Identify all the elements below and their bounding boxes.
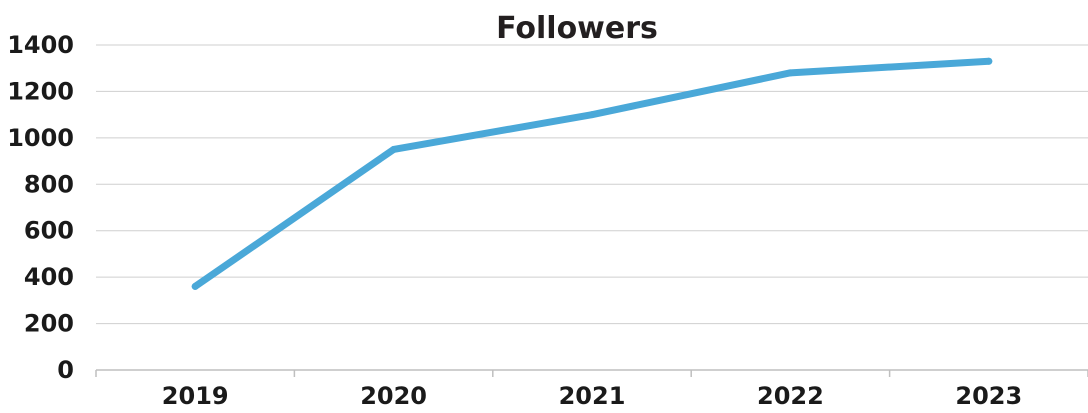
series-line [191, 57, 993, 290]
data-point [786, 69, 794, 77]
gridlines [96, 44, 1088, 325]
y-tick-label: 200 [24, 310, 74, 338]
data-point [588, 111, 596, 119]
x-axis: 2019 2020 2021 2022 2023 [95, 369, 1088, 410]
y-tick-label: 400 [24, 263, 74, 291]
chart-title: Followers [496, 11, 658, 46]
x-tick-label: 2022 [757, 382, 824, 409]
y-tick-label: 1000 [7, 124, 74, 152]
y-tick-label: 600 [24, 217, 74, 245]
x-tick-label: 2021 [559, 382, 626, 409]
data-point [985, 57, 993, 65]
data-point [191, 282, 199, 290]
series-layer [191, 57, 993, 290]
x-tick-label: 2023 [955, 382, 1022, 409]
y-tick-label: 1200 [7, 77, 74, 105]
x-tick-label: 2019 [162, 382, 229, 409]
data-point [390, 145, 398, 153]
x-tick-label: 2020 [360, 382, 427, 409]
y-tick-label: 0 [57, 356, 74, 384]
y-tick-label: 1400 [7, 31, 74, 59]
y-axis: 0 200 400 600 800 1000 1200 1400 [7, 31, 74, 384]
y-tick-label: 800 [24, 170, 74, 198]
